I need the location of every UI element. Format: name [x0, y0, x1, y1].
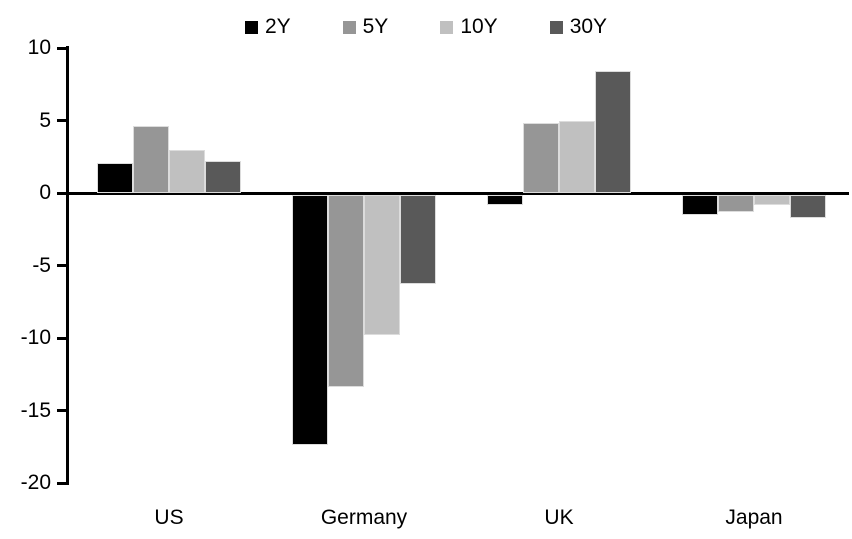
legend-item-10y: 10Y [440, 14, 498, 40]
bar-us-2y [97, 162, 133, 193]
y-axis-tick-label: 5 [39, 108, 51, 132]
legend-swatch-icon [342, 20, 356, 34]
y-axis-tick [57, 191, 69, 195]
bar-germany-2y [292, 194, 328, 446]
bar-germany-30y [400, 194, 436, 285]
bar-japan-5y [718, 194, 754, 212]
legend-swatch-icon [244, 20, 258, 34]
bar-us-30y [205, 161, 241, 193]
bar-uk-30y [595, 71, 631, 193]
legend-label: 30Y [569, 15, 608, 38]
legend-swatch-icon [549, 20, 563, 34]
bar-us-5y [133, 126, 169, 193]
y-axis-tick [57, 264, 69, 267]
y-axis-tick [57, 409, 69, 412]
y-axis-tick-label: -10 [20, 326, 51, 349]
y-axis-tick-label: -5 [32, 253, 51, 277]
y-axis-tick [57, 481, 69, 485]
legend-label: 10Y [460, 15, 498, 38]
y-axis-tick [57, 336, 69, 340]
category-label-germany: Germany [320, 506, 408, 529]
y-axis-tick-label: -20 [20, 471, 51, 494]
legend-label: 2Y [264, 15, 291, 38]
bar-uk-10y [559, 120, 595, 193]
x-axis-zero-line [66, 191, 849, 195]
bar-germany-5y [328, 194, 364, 388]
legend-item-2y: 2Y [244, 14, 291, 40]
category-label-us: US [154, 506, 184, 529]
bar-us-10y [169, 149, 205, 193]
y-axis-tick-label: 0 [39, 181, 51, 204]
legend-item-5y: 5Y [342, 14, 389, 40]
chart-legend: 2Y 5Y 10Y 30Y [0, 14, 852, 40]
y-axis-tick-label: -15 [20, 398, 51, 422]
bar-japan-30y [790, 194, 826, 218]
legend-item-30y: 30Y [549, 14, 608, 40]
bar-uk-5y [523, 123, 559, 193]
legend-swatch-icon [440, 20, 454, 34]
legend-label: 5Y [362, 15, 389, 38]
category-label-japan: Japan [725, 506, 783, 529]
y-axis-tick [57, 119, 69, 122]
y-axis-tick-label: 10 [27, 36, 51, 59]
category-label-uk: UK [544, 506, 574, 529]
bar-germany-10y [364, 194, 400, 336]
y-axis-tick [57, 46, 69, 50]
bar-japan-2y [682, 194, 718, 215]
bar-uk-2y [487, 194, 523, 205]
bar-japan-10y [754, 194, 790, 205]
